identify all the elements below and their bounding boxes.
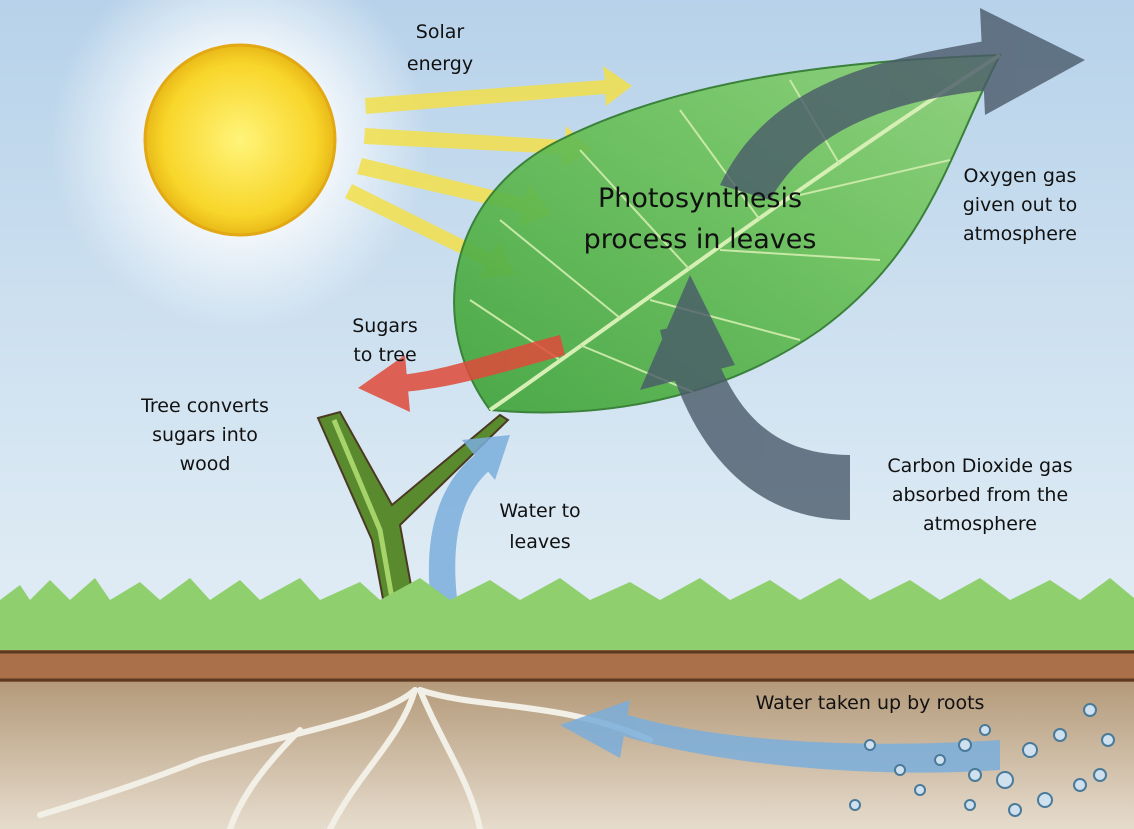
label-text: Water taken up by roots [756,692,985,714]
label-text: sugars into [152,424,258,446]
label-text: wood [180,453,231,475]
label-text: Sugars [352,315,418,337]
label-text: Water to [499,500,580,522]
sun [145,45,335,235]
label-text: energy [407,53,473,75]
label-text: Carbon Dioxide gas [887,455,1072,477]
label-text: process in leaves [584,224,817,255]
label-text: atmosphere [923,513,1037,535]
label-text: leaves [509,531,570,553]
label-text: given out to [963,194,1078,216]
label-text: atmosphere [963,223,1077,245]
label-text: Solar [416,21,465,43]
label-text: Photosynthesis [598,183,802,214]
label-text: Tree converts [140,395,269,417]
label-text: absorbed from the [892,484,1068,506]
diagram: Solar energy Photosynthesis process in l… [0,0,1134,829]
label-text: to tree [353,344,416,366]
label-text: Oxygen gas [964,165,1077,187]
